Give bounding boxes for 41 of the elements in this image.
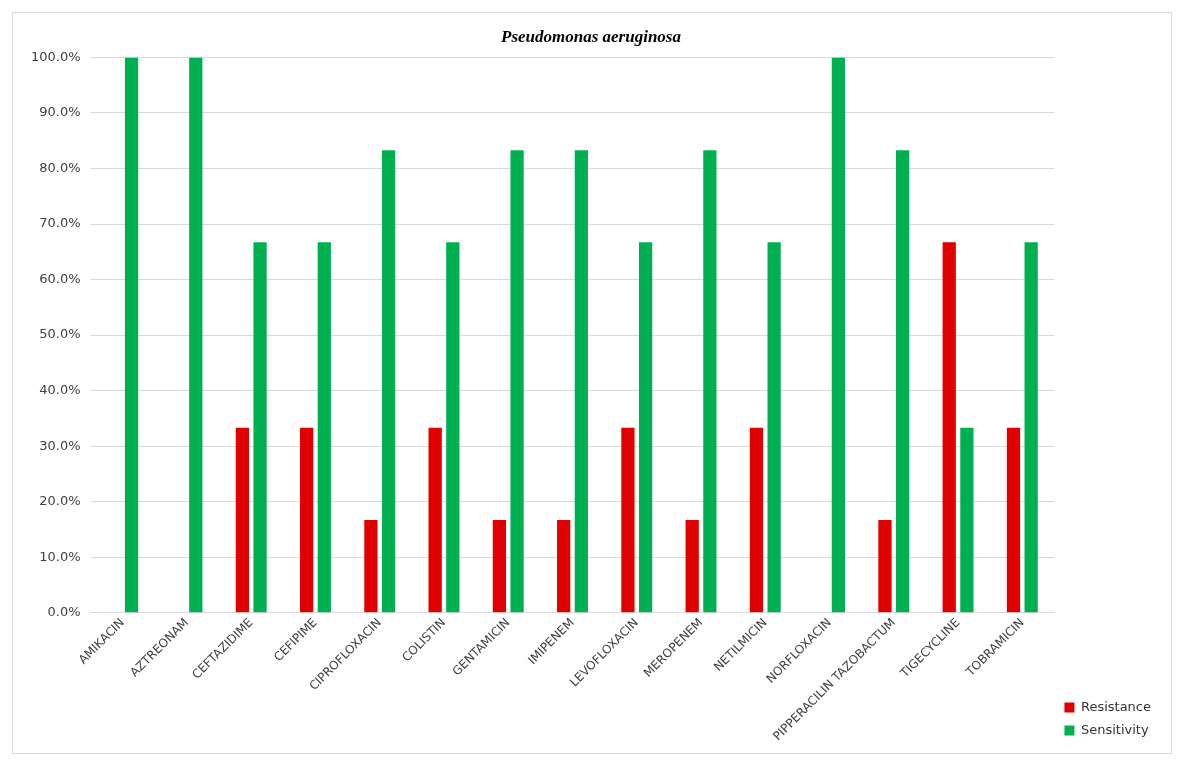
bar [703, 150, 717, 613]
bar [492, 520, 507, 613]
legend-label: Sensitivity [1080, 721, 1149, 737]
y-tick-label: 70.0% [39, 215, 81, 231]
bar [621, 427, 635, 613]
bar [896, 150, 910, 613]
bar [557, 520, 571, 613]
y-tick-label: 60.0% [39, 270, 81, 286]
bar [189, 57, 203, 613]
bar [381, 150, 396, 613]
legend-label: Resistance [1080, 698, 1152, 714]
bar [767, 242, 781, 613]
y-tick-label: 50.0% [39, 326, 81, 342]
chart-title: Pseudomonas aeruginosa [500, 26, 682, 46]
bar [638, 242, 653, 613]
y-tick-label: 30.0% [39, 437, 81, 453]
y-tick-label: 20.0% [39, 493, 81, 509]
bar [364, 520, 378, 613]
y-tick-label: 100.0% [30, 48, 81, 64]
bar [1006, 427, 1021, 613]
bar [300, 427, 314, 613]
bar [685, 520, 699, 613]
y-tick-label: 80.0% [39, 159, 81, 175]
bar [942, 242, 956, 613]
bar [831, 57, 846, 613]
y-tick-label: 0.0% [47, 604, 81, 620]
y-tick-label: 10.0% [39, 548, 81, 564]
bar [1024, 242, 1038, 613]
bar [574, 150, 588, 613]
bar [253, 242, 267, 613]
bar [124, 57, 139, 613]
bar [749, 427, 764, 613]
y-tick-label: 40.0% [39, 381, 81, 397]
bar [878, 520, 892, 613]
bar [317, 242, 331, 613]
bar [510, 150, 524, 613]
bar [235, 427, 250, 613]
bar [428, 427, 442, 613]
bar [446, 242, 460, 613]
bar [960, 427, 974, 613]
y-tick-label: 90.0% [39, 104, 81, 120]
